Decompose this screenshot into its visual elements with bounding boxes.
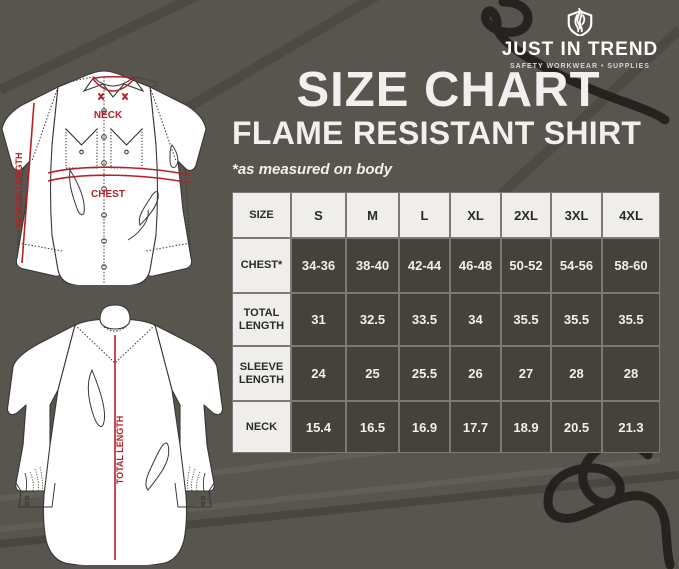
svg-text:NECK: NECK <box>94 110 123 121</box>
svg-text:SLEEVE LENGTH: SLEEVE LENGTH <box>14 152 24 227</box>
svg-text:CHEST: CHEST <box>91 189 125 200</box>
svg-text:TOTAL LENGTH: TOTAL LENGTH <box>115 416 125 485</box>
